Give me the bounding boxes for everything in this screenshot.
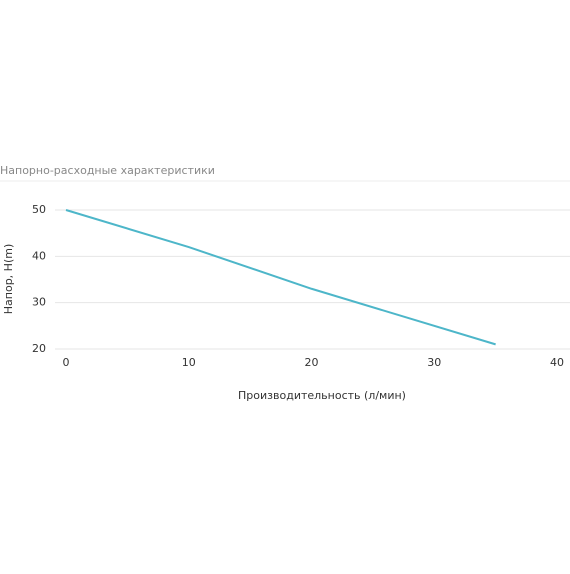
x-axis-label: Производительность (л/мин) xyxy=(238,389,406,402)
chart-title: Напорно-расходные характеристики xyxy=(0,164,215,177)
data-line xyxy=(65,209,496,346)
y-tick-label: 20 xyxy=(32,342,46,355)
x-tick-label: 20 xyxy=(305,356,319,369)
y-axis-label: Напор, H(m) xyxy=(2,244,15,314)
x-tick-label: 30 xyxy=(427,356,441,369)
y-tick-label: 30 xyxy=(32,296,46,309)
y-tick-label: 50 xyxy=(32,203,46,216)
y-tick-label: 40 xyxy=(32,249,46,262)
x-tick-label: 0 xyxy=(63,356,70,369)
x-tick-label: 40 xyxy=(550,356,564,369)
x-tick-label: 10 xyxy=(182,356,196,369)
